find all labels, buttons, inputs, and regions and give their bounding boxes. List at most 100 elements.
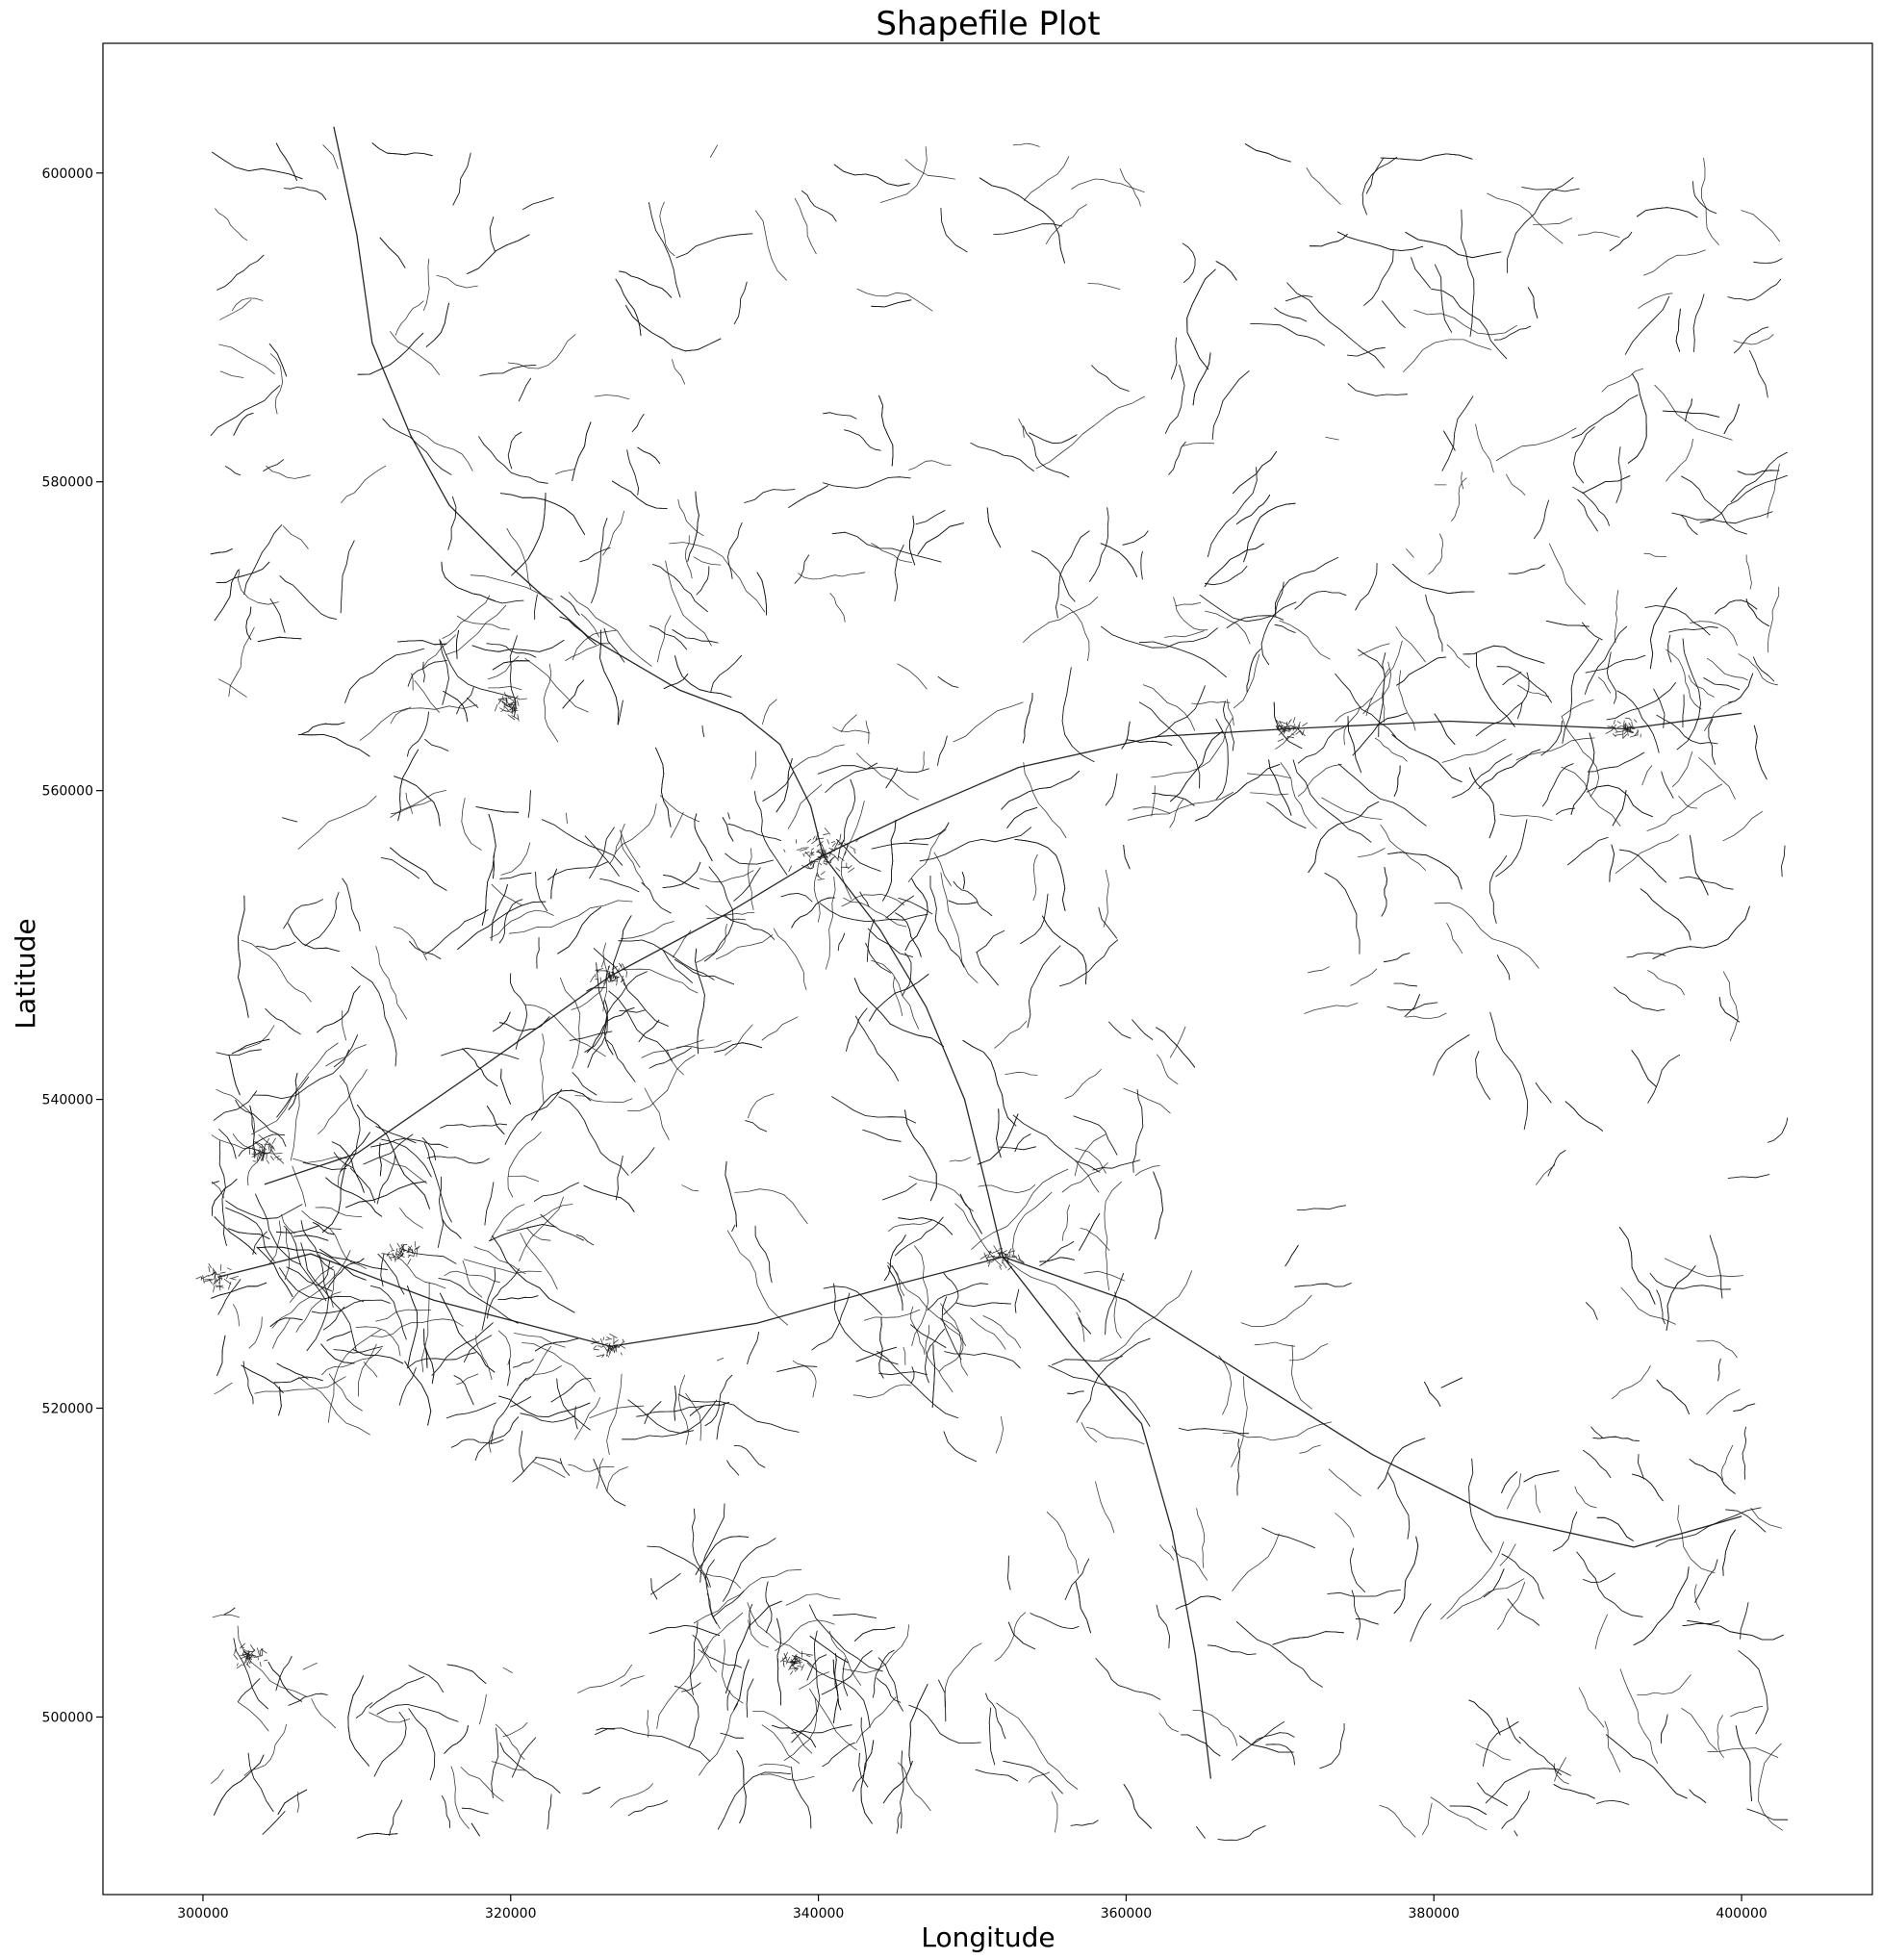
road-segment bbox=[1720, 1444, 1734, 1481]
road-segment bbox=[1501, 1471, 1518, 1493]
road-segment bbox=[1119, 168, 1141, 207]
road-segment bbox=[1633, 1566, 1690, 1645]
road-segment bbox=[852, 1717, 867, 1793]
x-tick-label: 400000 bbox=[1716, 1906, 1767, 1922]
road-segment bbox=[1123, 1784, 1152, 1829]
road-segment bbox=[1553, 1511, 1578, 1552]
road-segment bbox=[1508, 564, 1545, 574]
road-segment bbox=[442, 1795, 450, 1828]
road-segment bbox=[1440, 1377, 1463, 1388]
town-street bbox=[783, 1652, 788, 1660]
road-segment bbox=[272, 1317, 291, 1349]
road-segment bbox=[927, 1283, 989, 1311]
road-segment bbox=[527, 790, 531, 818]
road-segment bbox=[1393, 1536, 1419, 1614]
road-segment bbox=[1156, 1604, 1170, 1649]
town-street bbox=[847, 865, 852, 870]
road-segment bbox=[1396, 656, 1447, 686]
road-segment bbox=[1196, 1826, 1206, 1839]
road-segment bbox=[1666, 1265, 1696, 1331]
road-segment bbox=[1477, 1782, 1508, 1806]
y-tick-label: 580000 bbox=[42, 475, 93, 491]
road-segment bbox=[894, 545, 904, 601]
road-segment bbox=[352, 1349, 404, 1364]
road-segment bbox=[1182, 242, 1196, 283]
road-segment bbox=[1171, 1545, 1208, 1581]
road-segment bbox=[1745, 598, 1769, 626]
road-segment bbox=[1722, 811, 1763, 842]
road-segment bbox=[547, 861, 608, 880]
road-segment bbox=[1046, 1512, 1080, 1574]
road-segment bbox=[1393, 765, 1401, 797]
town-street bbox=[402, 1249, 407, 1253]
road-segment bbox=[657, 615, 672, 663]
town-street bbox=[794, 1667, 798, 1670]
road-segment bbox=[1074, 1159, 1100, 1193]
road-segment bbox=[937, 675, 959, 688]
road-segment bbox=[247, 1752, 274, 1812]
axes-frame bbox=[102, 42, 1873, 1896]
road-segment bbox=[962, 1040, 1017, 1127]
road-segment bbox=[819, 903, 928, 922]
road-segment bbox=[1170, 730, 1223, 802]
road-segment bbox=[464, 1335, 493, 1362]
road-segment bbox=[829, 593, 846, 623]
road-segment bbox=[1567, 837, 1609, 866]
road-segment bbox=[1391, 734, 1462, 782]
road-segment bbox=[1449, 1805, 1487, 1815]
road-segment bbox=[909, 515, 916, 566]
road-segment bbox=[1523, 1470, 1560, 1483]
town-street bbox=[816, 841, 824, 847]
town-street bbox=[1625, 728, 1634, 733]
road-segment bbox=[1433, 1034, 1470, 1076]
road-segment bbox=[290, 1091, 300, 1161]
road-segment bbox=[599, 629, 620, 725]
road-segment bbox=[794, 554, 810, 584]
town-street bbox=[219, 1271, 226, 1274]
road-segment bbox=[1014, 839, 1066, 911]
road-segment bbox=[1649, 587, 1678, 670]
road-segment bbox=[572, 629, 617, 661]
road-segment bbox=[440, 1292, 496, 1373]
road-segment bbox=[1734, 326, 1769, 354]
road-segment bbox=[1244, 143, 1291, 163]
road-segment bbox=[834, 1653, 842, 1711]
road-segment bbox=[359, 704, 478, 741]
road-segment bbox=[1095, 1481, 1115, 1533]
road-segment bbox=[1105, 773, 1118, 806]
road-segment bbox=[1059, 939, 1119, 987]
road-segment bbox=[440, 1292, 496, 1373]
road-segment bbox=[475, 806, 520, 813]
road-segment bbox=[1618, 849, 1666, 883]
road-segment bbox=[684, 535, 693, 579]
road-segment bbox=[949, 1157, 971, 1162]
road-segment bbox=[704, 1374, 733, 1426]
road-segment bbox=[1029, 432, 1078, 444]
road-segment bbox=[301, 722, 345, 734]
road-segment bbox=[842, 1624, 910, 1674]
road-segment bbox=[762, 699, 777, 725]
road-segment bbox=[1549, 543, 1586, 605]
road-segment bbox=[1393, 765, 1401, 797]
road-segment bbox=[1153, 1171, 1163, 1239]
road-segment bbox=[750, 751, 757, 780]
road-segment bbox=[1649, 587, 1678, 670]
road-segment bbox=[1377, 1438, 1426, 1489]
town-street bbox=[502, 701, 509, 706]
road-segment bbox=[421, 1137, 436, 1161]
road-segment bbox=[855, 1696, 897, 1744]
road-segment bbox=[811, 1292, 851, 1351]
road-segment bbox=[1395, 625, 1426, 663]
road-segment bbox=[1123, 845, 1131, 870]
road-segment bbox=[511, 493, 547, 576]
town-street bbox=[844, 852, 847, 855]
road-segment bbox=[755, 210, 787, 281]
road-segment bbox=[349, 1167, 376, 1204]
road-segment bbox=[1435, 264, 1452, 333]
town-street bbox=[603, 1346, 608, 1352]
road-segment bbox=[1387, 1472, 1411, 1540]
road-segment bbox=[927, 1283, 989, 1311]
road-segment bbox=[288, 1073, 298, 1110]
road-segment bbox=[695, 948, 705, 1055]
road-segment bbox=[269, 1317, 303, 1327]
